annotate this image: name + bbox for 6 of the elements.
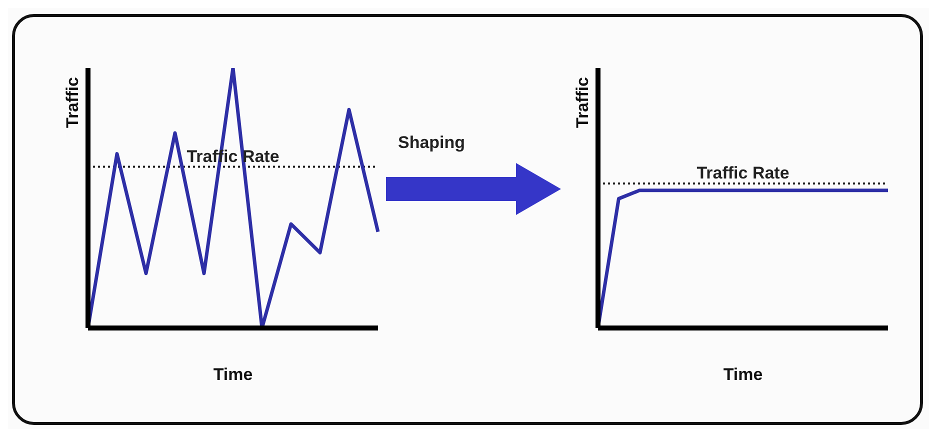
x-axis-title: Time — [213, 365, 253, 384]
y-axis-title: Traffic — [63, 76, 82, 128]
y-axis-title: Traffic — [573, 76, 592, 128]
ref-line-label: Traffic Rate — [696, 164, 790, 183]
x-axis-title: Time — [723, 365, 763, 384]
text: Shaping — [398, 133, 466, 153]
